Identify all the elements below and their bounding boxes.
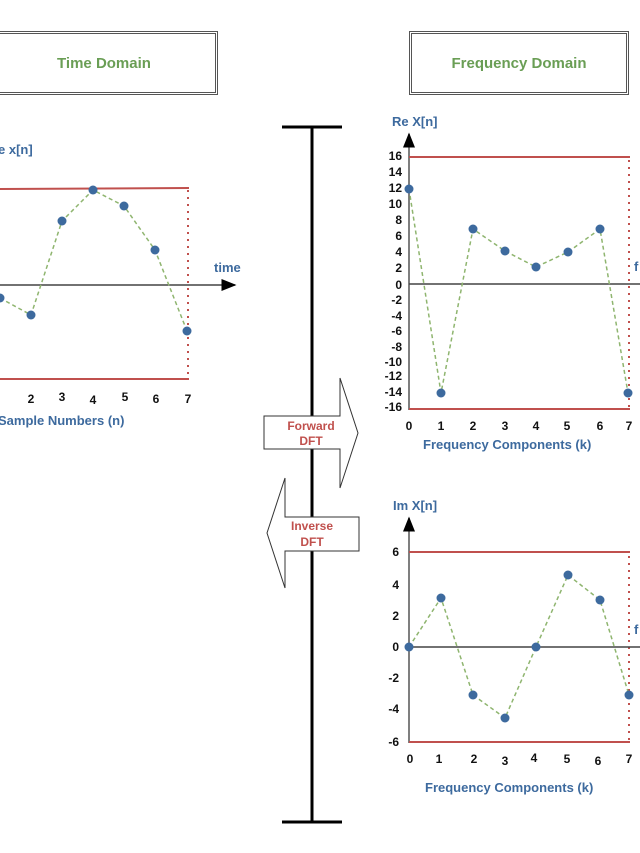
forward-dft-arrow: Forward DFT	[263, 377, 359, 489]
svg-text:0: 0	[395, 278, 402, 292]
real-part-plot: Re X[n] f 16 14 12 10 8 6 4 2 0 -2 -4 -6…	[385, 114, 640, 452]
time-xlabel: Sample Numbers (n)	[0, 413, 124, 428]
svg-text:f: f	[634, 622, 639, 637]
svg-text:2: 2	[392, 609, 399, 623]
center-divider	[282, 125, 342, 824]
svg-text:-16: -16	[385, 400, 403, 414]
svg-text:0: 0	[407, 752, 414, 766]
svg-text:-14: -14	[385, 385, 403, 399]
svg-text:16: 16	[389, 149, 403, 163]
svg-text:8: 8	[395, 213, 402, 227]
svg-text:-12: -12	[385, 369, 403, 383]
svg-text:4: 4	[90, 393, 97, 407]
svg-text:-6: -6	[388, 735, 399, 749]
svg-text:4: 4	[392, 578, 399, 592]
svg-text:DFT: DFT	[299, 434, 323, 448]
svg-text:4: 4	[533, 419, 540, 433]
svg-text:-10: -10	[385, 355, 403, 369]
time-domain-title: Time Domain	[57, 54, 151, 72]
frequency-domain-header: Frequency Domain	[409, 31, 629, 95]
svg-text:10: 10	[389, 197, 403, 211]
svg-text:1: 1	[436, 752, 443, 766]
re-xlabel: Frequency Components (k)	[423, 437, 591, 452]
svg-text:7: 7	[626, 419, 633, 433]
re-ylabel: Re X[n]	[392, 114, 438, 129]
svg-text:Forward: Forward	[287, 419, 334, 433]
time-domain-header: Time Domain	[0, 31, 218, 95]
svg-text:4: 4	[395, 245, 402, 259]
svg-text:-8: -8	[391, 340, 402, 354]
imaginary-part-plot: Im X[n] f 6 4 2 0 -2 -4 -6 0 1 2 3 4 5	[388, 498, 640, 795]
time-domain-plot: e x[n] time 2 3 4 5 6 7 Sample Numbers (…	[0, 142, 241, 428]
svg-text:2: 2	[471, 752, 478, 766]
svg-text:-2: -2	[391, 293, 402, 307]
im-xlabel: Frequency Components (k)	[425, 780, 593, 795]
svg-text:6: 6	[153, 392, 160, 406]
svg-text:6: 6	[392, 545, 399, 559]
svg-text:5: 5	[564, 752, 571, 766]
svg-text:5: 5	[122, 390, 129, 404]
svg-text:-2: -2	[388, 671, 399, 685]
svg-text:0: 0	[406, 419, 413, 433]
svg-text:12: 12	[389, 181, 403, 195]
svg-text:DFT: DFT	[300, 535, 324, 549]
inverse-dft-arrow: Inverse DFT	[266, 477, 360, 589]
svg-text:3: 3	[502, 419, 509, 433]
svg-text:4: 4	[531, 751, 538, 765]
svg-text:7: 7	[185, 392, 192, 406]
frequency-domain-title: Frequency Domain	[451, 54, 587, 72]
svg-text:-4: -4	[391, 309, 402, 323]
svg-text:2: 2	[470, 419, 477, 433]
svg-text:Inverse: Inverse	[291, 519, 333, 533]
svg-text:2: 2	[28, 392, 35, 406]
svg-text:1: 1	[438, 419, 445, 433]
svg-text:6: 6	[597, 419, 604, 433]
time-axis-label: time	[214, 260, 241, 275]
svg-text:5: 5	[564, 419, 571, 433]
svg-text:3: 3	[59, 390, 66, 404]
im-ylabel: Im X[n]	[393, 498, 437, 513]
svg-text:14: 14	[389, 165, 403, 179]
svg-text:6: 6	[595, 754, 602, 768]
svg-text:f: f	[634, 259, 639, 274]
svg-text:-6: -6	[391, 324, 402, 338]
svg-text:2: 2	[395, 261, 402, 275]
svg-text:3: 3	[502, 754, 509, 768]
svg-text:0: 0	[392, 640, 399, 654]
svg-text:-4: -4	[388, 702, 399, 716]
svg-text:7: 7	[626, 752, 633, 766]
time-ylabel: e x[n]	[0, 142, 33, 157]
svg-text:6: 6	[395, 229, 402, 243]
